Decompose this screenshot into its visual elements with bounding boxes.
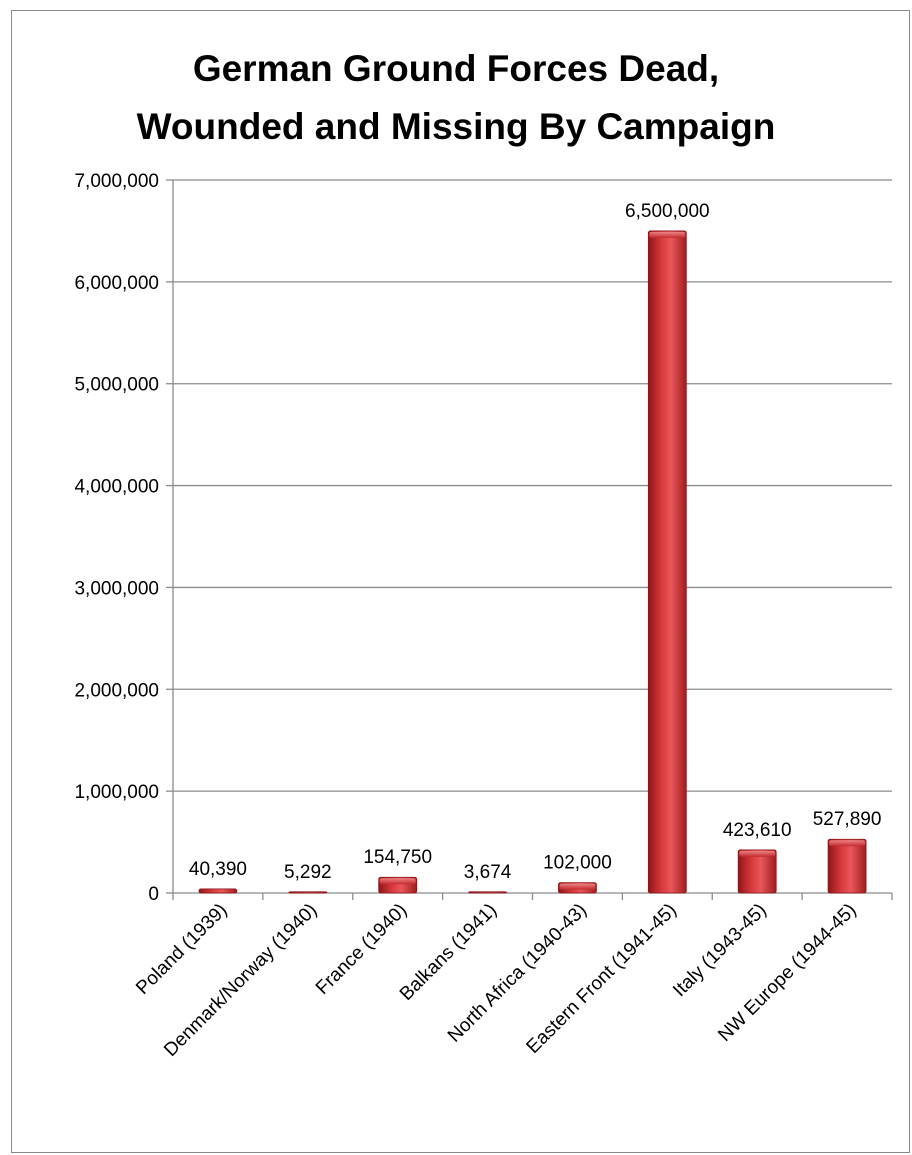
data-label: 3,674 bbox=[464, 862, 512, 883]
data-label: 40,390 bbox=[189, 859, 247, 880]
bar bbox=[737, 849, 777, 894]
data-label: 102,000 bbox=[543, 853, 612, 874]
data-label: 423,610 bbox=[723, 820, 792, 841]
bar bbox=[378, 876, 418, 894]
gridlines bbox=[173, 179, 892, 792]
data-labels: 40,390 5,292 154,750 3,674 102,000 6,500,000 4… bbox=[189, 201, 882, 883]
y-tick-label: 5,000,000 bbox=[74, 375, 159, 396]
bars bbox=[198, 230, 867, 894]
y-tick-label: 2,000,000 bbox=[74, 680, 159, 701]
data-label: 527,890 bbox=[813, 809, 882, 830]
bar bbox=[198, 888, 238, 894]
y-tick-label: 0 bbox=[148, 884, 159, 905]
y-tick-labels: 0 1,000,000 2,000,000 3,000,000 4,000,000 5,0… bbox=[74, 171, 159, 905]
y-tick-label: 1,000,000 bbox=[74, 782, 159, 803]
bar bbox=[558, 882, 597, 894]
chart-title-line-1: German Ground Forces Dead, bbox=[192, 48, 720, 89]
chart-frame bbox=[11, 10, 910, 1153]
x-tick-label: Denmark/Norway (1940) bbox=[160, 900, 321, 1061]
x-tick-label: France (1940) bbox=[312, 900, 411, 999]
y-tick-label: 4,000,000 bbox=[74, 477, 159, 498]
bar bbox=[647, 230, 687, 894]
bar bbox=[288, 891, 328, 894]
x-tick-label: Italy (1943-45) bbox=[669, 900, 770, 1001]
data-label: 154,750 bbox=[363, 847, 432, 868]
x-tick-label: Eastern Front (1941-45) bbox=[523, 900, 681, 1058]
data-label: 6,500,000 bbox=[625, 201, 710, 222]
bar bbox=[827, 838, 867, 894]
chart-title-line-2: Wounded and Missing By Campaign bbox=[136, 106, 776, 147]
axes bbox=[166, 179, 893, 900]
bar bbox=[468, 891, 507, 894]
y-tick-label: 7,000,000 bbox=[74, 171, 159, 192]
data-label: 5,292 bbox=[284, 862, 332, 883]
chart-title: German Ground Forces Dead, Wounded and M… bbox=[0, 40, 912, 156]
y-tick-label: 3,000,000 bbox=[74, 578, 159, 599]
x-tick-labels: Poland (1939)Denmark/Norway (1940)France… bbox=[132, 900, 860, 1061]
x-tick-label: Poland (1939) bbox=[132, 900, 231, 999]
y-tick-label: 6,000,000 bbox=[74, 273, 159, 294]
